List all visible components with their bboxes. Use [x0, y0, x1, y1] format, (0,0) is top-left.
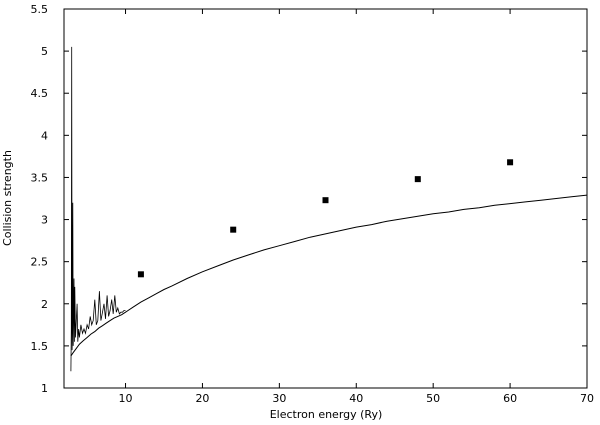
data-point-marker — [414, 176, 421, 183]
data-point-marker — [507, 159, 514, 166]
collision-strength-line — [70, 194, 588, 357]
y-tick-label: 3.5 — [31, 171, 49, 184]
data-point-marker — [137, 271, 144, 278]
x-tick-label: 10 — [119, 392, 133, 405]
x-tick-label: 40 — [349, 392, 363, 405]
x-axis-ticks: 10 20 30 40 50 60 70 — [119, 9, 594, 405]
y-tick-label: 2.5 — [31, 256, 49, 269]
y-axis-label: Collision strength — [1, 150, 14, 246]
y-tick-label: 1 — [41, 382, 48, 395]
y-tick-label: 5.5 — [31, 3, 49, 16]
y-tick-label: 5 — [41, 45, 48, 58]
x-axis-label: Electron energy (Ry) — [270, 408, 383, 421]
resonance-line — [70, 46, 126, 372]
x-tick-label: 50 — [426, 392, 440, 405]
x-tick-label: 70 — [580, 392, 594, 405]
y-axis-ticks: 1 1.5 2 2.5 3 3.5 4 4.5 5 5.5 — [31, 3, 587, 395]
y-tick-label: 4.5 — [31, 87, 49, 100]
y-tick-label: 1.5 — [31, 340, 49, 353]
data-point-marker — [322, 197, 329, 204]
plot-frame — [63, 8, 588, 389]
data-point-marker — [230, 226, 237, 233]
y-tick-label: 2 — [41, 298, 48, 311]
x-tick-label: 60 — [503, 392, 517, 405]
x-tick-label: 30 — [272, 392, 286, 405]
x-tick-label: 20 — [195, 392, 209, 405]
y-tick-label: 4 — [41, 129, 48, 142]
y-tick-label: 3 — [41, 214, 48, 227]
series-layer — [70, 46, 588, 372]
